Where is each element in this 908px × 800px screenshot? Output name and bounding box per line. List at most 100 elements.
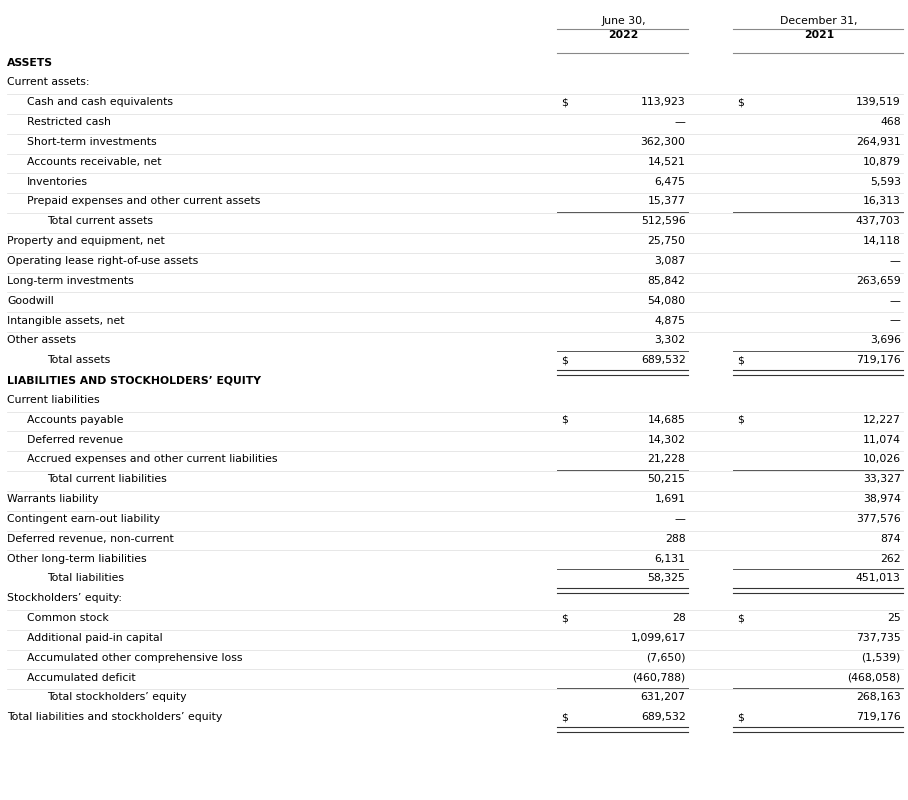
Text: 689,532: 689,532 [641, 712, 686, 722]
Text: 25: 25 [887, 613, 901, 623]
Text: Total current liabilities: Total current liabilities [47, 474, 167, 484]
Text: Accumulated other comprehensive loss: Accumulated other comprehensive loss [27, 653, 242, 662]
Text: Prepaid expenses and other current assets: Prepaid expenses and other current asset… [27, 197, 261, 206]
Text: 2022: 2022 [608, 30, 638, 40]
Text: 113,923: 113,923 [641, 98, 686, 107]
Text: $: $ [737, 613, 745, 623]
Text: (460,788): (460,788) [632, 673, 686, 682]
Text: 10,879: 10,879 [863, 157, 901, 167]
Text: 33,327: 33,327 [863, 474, 901, 484]
Text: Total liabilities: Total liabilities [47, 574, 124, 583]
Text: Contingent earn-out liability: Contingent earn-out liability [7, 514, 161, 524]
Text: $: $ [737, 712, 745, 722]
Text: Accounts payable: Accounts payable [27, 414, 123, 425]
Text: 2021: 2021 [804, 30, 834, 40]
Text: December 31,: December 31, [780, 15, 858, 26]
Text: —: — [890, 315, 901, 326]
Text: 451,013: 451,013 [856, 574, 901, 583]
Text: 288: 288 [665, 534, 686, 544]
Text: ASSETS: ASSETS [7, 58, 54, 68]
Text: Additional paid-in capital: Additional paid-in capital [27, 633, 163, 643]
Text: $: $ [737, 98, 745, 107]
Text: 14,521: 14,521 [647, 157, 686, 167]
Text: 263,659: 263,659 [856, 276, 901, 286]
Text: —: — [675, 117, 686, 127]
Text: 3,696: 3,696 [870, 335, 901, 346]
Text: 6,475: 6,475 [655, 177, 686, 186]
Text: (1,539): (1,539) [862, 653, 901, 662]
Text: 3,302: 3,302 [655, 335, 686, 346]
Text: 14,685: 14,685 [647, 414, 686, 425]
Text: Long-term investments: Long-term investments [7, 276, 134, 286]
Text: Intangible assets, net: Intangible assets, net [7, 315, 124, 326]
Text: 874: 874 [880, 534, 901, 544]
Text: 264,931: 264,931 [856, 137, 901, 147]
Text: Inventories: Inventories [27, 177, 88, 186]
Text: 38,974: 38,974 [863, 494, 901, 504]
Text: 1,099,617: 1,099,617 [630, 633, 686, 643]
Text: Accounts receivable, net: Accounts receivable, net [27, 157, 162, 167]
Text: LIABILITIES AND STOCKHOLDERS’ EQUITY: LIABILITIES AND STOCKHOLDERS’ EQUITY [7, 375, 262, 385]
Text: Restricted cash: Restricted cash [27, 117, 111, 127]
Text: 737,735: 737,735 [856, 633, 901, 643]
Text: 50,215: 50,215 [647, 474, 686, 484]
Text: Stockholders’ equity:: Stockholders’ equity: [7, 594, 123, 603]
Text: June 30,: June 30, [601, 15, 646, 26]
Text: $: $ [737, 414, 745, 425]
Text: Accrued expenses and other current liabilities: Accrued expenses and other current liabi… [27, 454, 278, 464]
Text: —: — [675, 514, 686, 524]
Text: 58,325: 58,325 [647, 574, 686, 583]
Text: $: $ [561, 98, 568, 107]
Text: Total assets: Total assets [47, 355, 111, 365]
Text: Other long-term liabilities: Other long-term liabilities [7, 554, 147, 564]
Text: Deferred revenue: Deferred revenue [27, 434, 123, 445]
Text: Common stock: Common stock [27, 613, 109, 623]
Text: 631,207: 631,207 [641, 693, 686, 702]
Text: 14,118: 14,118 [863, 236, 901, 246]
Text: 362,300: 362,300 [640, 137, 686, 147]
Text: 85,842: 85,842 [647, 276, 686, 286]
Text: Warrants liability: Warrants liability [7, 494, 99, 504]
Text: 54,080: 54,080 [647, 296, 686, 306]
Text: 4,875: 4,875 [655, 315, 686, 326]
Text: Cash and cash equivalents: Cash and cash equivalents [27, 98, 173, 107]
Text: Other assets: Other assets [7, 335, 76, 346]
Text: 1,691: 1,691 [655, 494, 686, 504]
Text: Accumulated deficit: Accumulated deficit [27, 673, 136, 682]
Text: Total current assets: Total current assets [47, 216, 153, 226]
Text: 377,576: 377,576 [856, 514, 901, 524]
Text: 437,703: 437,703 [856, 216, 901, 226]
Text: $: $ [561, 414, 568, 425]
Text: 16,313: 16,313 [863, 197, 901, 206]
Text: (7,650): (7,650) [646, 653, 686, 662]
Text: 689,532: 689,532 [641, 355, 686, 365]
Text: Goodwill: Goodwill [7, 296, 54, 306]
Text: Property and equipment, net: Property and equipment, net [7, 236, 165, 246]
Text: 21,228: 21,228 [647, 454, 686, 464]
Text: 15,377: 15,377 [647, 197, 686, 206]
Text: 512,596: 512,596 [641, 216, 686, 226]
Text: 6,131: 6,131 [655, 554, 686, 564]
Text: Deferred revenue, non-current: Deferred revenue, non-current [7, 534, 174, 544]
Text: 25,750: 25,750 [647, 236, 686, 246]
Text: 268,163: 268,163 [856, 693, 901, 702]
Text: (468,058): (468,058) [847, 673, 901, 682]
Text: 3,087: 3,087 [655, 256, 686, 266]
Text: Short-term investments: Short-term investments [27, 137, 157, 147]
Text: 11,074: 11,074 [863, 434, 901, 445]
Text: 139,519: 139,519 [856, 98, 901, 107]
Text: 719,176: 719,176 [856, 355, 901, 365]
Text: Current assets:: Current assets: [7, 78, 90, 87]
Text: 28: 28 [672, 613, 686, 623]
Text: 262: 262 [880, 554, 901, 564]
Text: 5,593: 5,593 [870, 177, 901, 186]
Text: —: — [890, 256, 901, 266]
Text: —: — [890, 296, 901, 306]
Text: $: $ [737, 355, 745, 365]
Text: Total liabilities and stockholders’ equity: Total liabilities and stockholders’ equi… [7, 712, 222, 722]
Text: $: $ [561, 613, 568, 623]
Text: 468: 468 [880, 117, 901, 127]
Text: $: $ [561, 712, 568, 722]
Text: Total stockholders’ equity: Total stockholders’ equity [47, 693, 187, 702]
Text: 12,227: 12,227 [863, 414, 901, 425]
